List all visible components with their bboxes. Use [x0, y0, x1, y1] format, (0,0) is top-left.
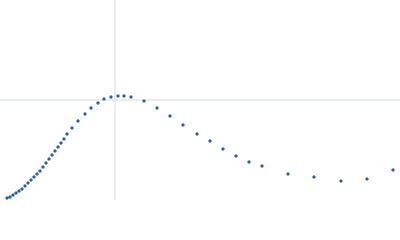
point — [26, 181, 30, 185]
point — [109, 95, 113, 99]
point — [70, 126, 74, 130]
point — [168, 114, 172, 118]
point — [122, 94, 126, 98]
point — [391, 168, 395, 172]
point — [62, 137, 66, 141]
point — [129, 95, 133, 99]
point — [20, 187, 24, 191]
point — [208, 139, 212, 143]
point — [181, 123, 185, 127]
point — [234, 154, 238, 158]
point — [155, 106, 159, 110]
point — [221, 147, 225, 151]
point — [339, 179, 343, 183]
point — [312, 175, 316, 179]
point — [47, 157, 51, 161]
point — [23, 184, 27, 188]
point — [89, 106, 93, 110]
chart — [0, 0, 400, 200]
point — [65, 132, 69, 136]
point — [53, 149, 57, 153]
point — [5, 196, 9, 200]
point — [29, 178, 33, 182]
point — [59, 141, 63, 145]
point — [142, 99, 146, 103]
point — [286, 172, 290, 176]
point — [102, 97, 106, 101]
point — [83, 112, 87, 116]
point — [195, 132, 199, 136]
point — [35, 172, 39, 176]
point — [38, 169, 42, 173]
point — [365, 177, 369, 181]
point — [41, 165, 45, 169]
point — [247, 160, 251, 164]
point — [96, 101, 100, 105]
point — [44, 161, 48, 165]
point — [116, 94, 120, 98]
point — [11, 193, 15, 197]
point — [8, 195, 12, 199]
point — [32, 175, 36, 179]
point — [14, 191, 18, 195]
point — [50, 153, 54, 157]
point — [76, 119, 80, 123]
point — [260, 164, 264, 168]
point — [56, 145, 60, 149]
point — [17, 189, 21, 193]
